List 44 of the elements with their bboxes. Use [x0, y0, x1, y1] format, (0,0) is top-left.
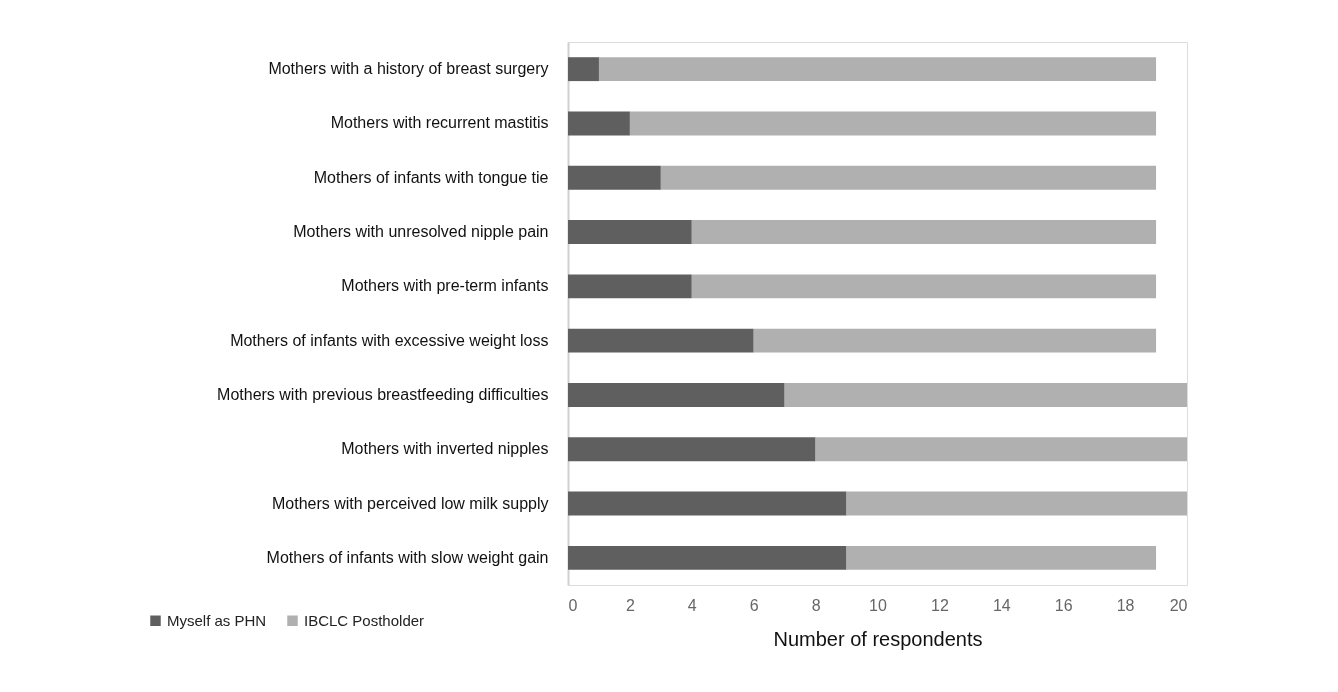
bar	[784, 383, 1187, 407]
bar	[691, 274, 1157, 299]
bar	[846, 545, 1157, 570]
bar	[568, 383, 785, 407]
bar	[846, 491, 1187, 516]
legend-label: Myself as PHN	[167, 611, 267, 629]
bar	[568, 491, 847, 516]
y-tick-label: Mothers with perceived low milk supply	[271, 494, 549, 512]
bar	[753, 328, 1157, 353]
x-tick-label: 0	[568, 596, 578, 614]
bar	[691, 220, 1157, 244]
x-tick-label: 10	[869, 596, 887, 614]
bar	[629, 111, 1157, 136]
bar	[568, 111, 630, 136]
y-tick-label: Mothers with previous breastfeeding difficulties	[217, 385, 549, 403]
y-tick-label: Mothers with a history of breast surgery	[268, 60, 549, 78]
x-tick-label: 2	[625, 596, 635, 614]
bar	[568, 165, 661, 190]
x-tick-label: 6	[749, 596, 759, 614]
bar	[568, 220, 692, 244]
bar	[568, 437, 816, 462]
x-tick-label: 4	[687, 596, 697, 614]
y-tick-label: Mothers with unresolved nipple pain	[293, 223, 549, 241]
bar	[568, 274, 692, 299]
bar	[568, 328, 754, 353]
x-tick-label: 12	[931, 596, 949, 614]
bar	[568, 57, 599, 82]
y-tick-label: Mothers with pre-term infants	[341, 277, 549, 295]
legend-label: IBCLC Postholder	[304, 611, 425, 629]
bar	[815, 437, 1187, 462]
y-tick-label: Mothers of infants with slow weight gain	[266, 548, 549, 566]
bar	[568, 545, 847, 570]
y-tick-label: Mothers of infants with excessive weight loss	[230, 331, 549, 349]
y-tick-label: Mothers with inverted nipples	[341, 440, 549, 458]
x-tick-label: 14	[992, 596, 1011, 614]
x-tick-label: 20	[1169, 596, 1188, 614]
x-tick-label: 8	[811, 596, 821, 614]
y-tick-label: Mothers of infants with tongue tie	[313, 168, 549, 186]
bar	[598, 57, 1157, 82]
bar	[660, 165, 1157, 190]
x-axis-title: Number of respondents	[773, 627, 983, 650]
y-tick-label: Mothers with recurrent mastitis	[330, 114, 549, 132]
x-tick-label: 16	[1054, 596, 1073, 614]
x-tick-label: 18	[1116, 596, 1135, 614]
